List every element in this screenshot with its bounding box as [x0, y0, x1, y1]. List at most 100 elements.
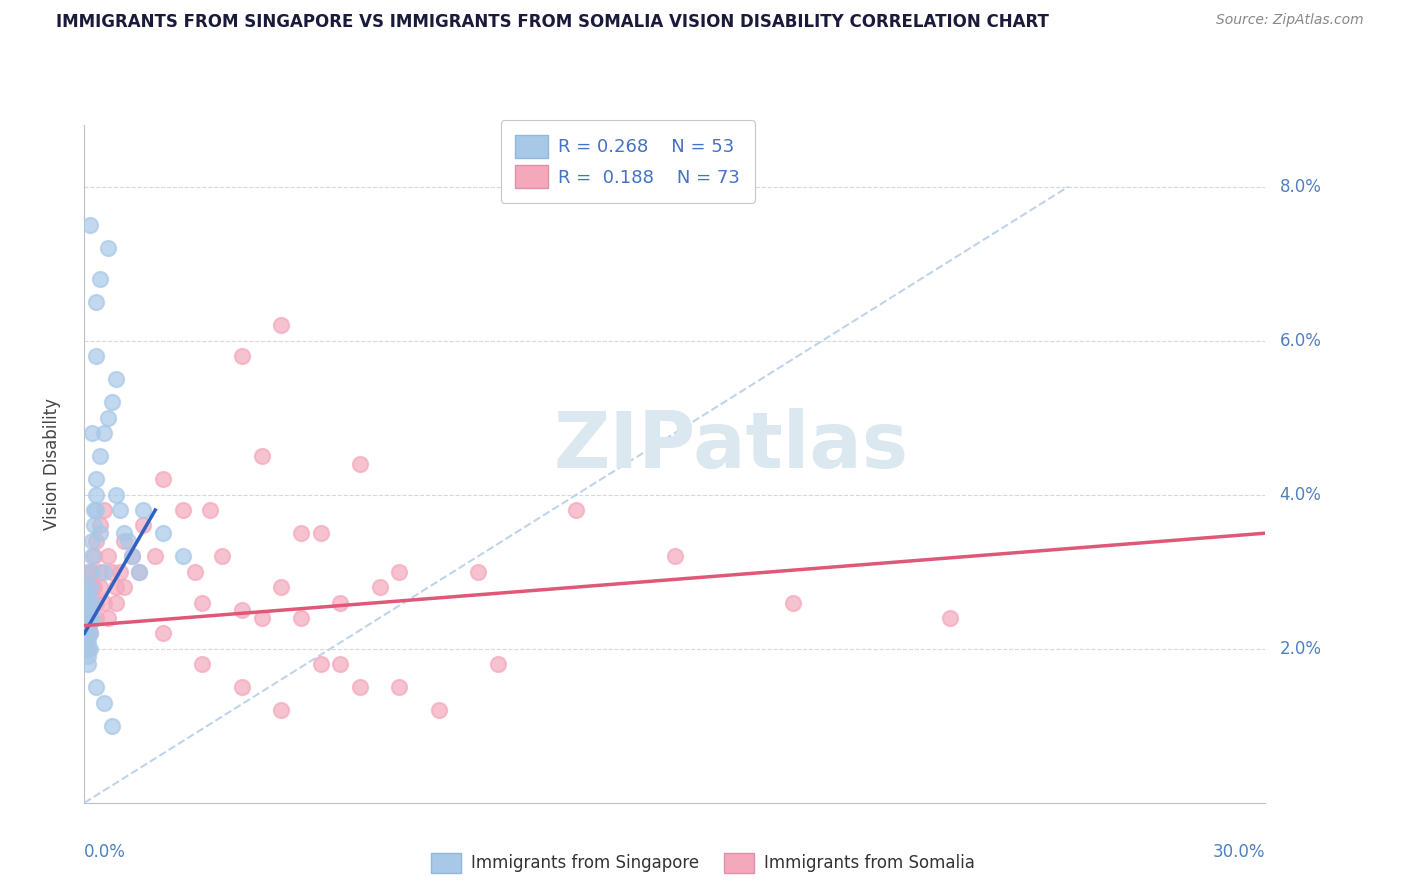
Point	[200, 503, 222, 517]
Point	[191, 657, 214, 672]
Point	[84, 349, 107, 363]
Point	[84, 488, 107, 502]
Point	[152, 626, 174, 640]
Text: Source: ZipAtlas.com: Source: ZipAtlas.com	[1216, 13, 1364, 28]
Point	[89, 449, 111, 463]
Point	[121, 549, 143, 564]
Point	[104, 488, 127, 502]
Point	[121, 549, 143, 564]
Point	[76, 626, 98, 640]
Text: 8.0%: 8.0%	[1279, 178, 1322, 195]
Point	[75, 626, 97, 640]
Point	[101, 719, 124, 733]
Point	[93, 425, 115, 440]
Point	[84, 595, 107, 609]
Y-axis label: Vision Disability: Vision Disability	[42, 398, 60, 530]
Point	[250, 611, 273, 625]
Point	[183, 565, 205, 579]
Point	[97, 241, 120, 255]
Point	[270, 580, 292, 594]
Text: 2.0%: 2.0%	[1279, 640, 1322, 657]
Point	[77, 580, 100, 594]
Point	[108, 503, 131, 517]
Legend: R = 0.268    N = 53, R =  0.188    N = 73: R = 0.268 N = 53, R = 0.188 N = 73	[501, 120, 755, 202]
Point	[76, 595, 98, 609]
Text: 0.0%: 0.0%	[84, 844, 127, 862]
Point	[75, 603, 97, 617]
Point	[82, 595, 104, 609]
Point	[270, 318, 292, 333]
Point	[290, 526, 312, 541]
Point	[782, 595, 804, 609]
Point	[231, 349, 253, 363]
Point	[93, 595, 115, 609]
Point	[79, 611, 101, 625]
Point	[82, 549, 104, 564]
Point	[84, 533, 107, 548]
Point	[388, 565, 411, 579]
Point	[89, 518, 111, 533]
Point	[82, 533, 104, 548]
Point	[79, 580, 101, 594]
Point	[93, 503, 115, 517]
Point	[101, 565, 124, 579]
Point	[77, 626, 100, 640]
Point	[565, 503, 588, 517]
Point	[128, 565, 150, 579]
Point	[270, 703, 292, 717]
Point	[309, 526, 332, 541]
Point	[76, 641, 98, 656]
Point	[101, 395, 124, 409]
Point	[79, 595, 101, 609]
Point	[79, 565, 101, 579]
Point	[89, 272, 111, 286]
Point	[77, 603, 100, 617]
Point	[112, 526, 135, 541]
Point	[77, 611, 100, 625]
Point	[108, 565, 131, 579]
Point	[211, 549, 233, 564]
Point	[290, 611, 312, 625]
Point	[427, 703, 450, 717]
Point	[84, 503, 107, 517]
Point	[79, 626, 101, 640]
Point	[83, 580, 105, 594]
Point	[84, 611, 107, 625]
Point	[97, 410, 120, 425]
Point	[128, 565, 150, 579]
Point	[143, 549, 166, 564]
Point	[97, 611, 120, 625]
Point	[309, 657, 332, 672]
Point	[82, 565, 104, 579]
Text: 30.0%: 30.0%	[1213, 844, 1265, 862]
Point	[132, 518, 155, 533]
Text: 4.0%: 4.0%	[1279, 485, 1322, 504]
Point	[349, 680, 371, 694]
Point	[83, 549, 105, 564]
Point	[76, 611, 98, 625]
Point	[82, 611, 104, 625]
Point	[75, 611, 97, 625]
Point	[77, 641, 100, 656]
Point	[104, 580, 127, 594]
Point	[89, 526, 111, 541]
Point	[84, 472, 107, 486]
Point	[77, 618, 100, 632]
Point	[152, 472, 174, 486]
Point	[75, 618, 97, 632]
Point	[77, 565, 100, 579]
Point	[250, 449, 273, 463]
Point	[76, 657, 98, 672]
Point	[77, 603, 100, 617]
Point	[231, 680, 253, 694]
Point	[664, 549, 686, 564]
Point	[77, 634, 100, 648]
Point	[93, 696, 115, 710]
Point	[329, 657, 352, 672]
Point	[75, 641, 97, 656]
Point	[349, 457, 371, 471]
Point	[152, 526, 174, 541]
Point	[104, 372, 127, 386]
Point	[231, 603, 253, 617]
Point	[112, 580, 135, 594]
